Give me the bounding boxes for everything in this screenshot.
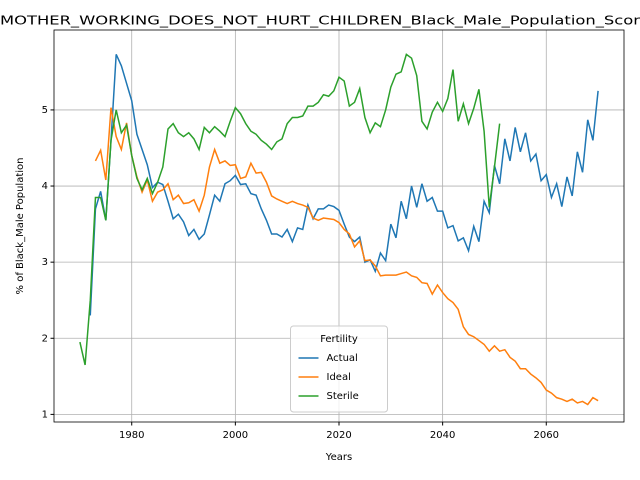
y-tick-label: 5 [42,105,48,116]
y-tick-label: 1 [42,409,48,420]
chart-title: MOTHER_WORKING_DOES_NOT_HURT_CHILDREN_Bl… [0,14,640,28]
series-line [79,53,501,366]
series-line [94,107,599,406]
legend-label: Actual [327,353,358,364]
y-tick-label: 4 [42,181,48,192]
x-tick-label: 2000 [223,430,248,441]
legend-title: Fertility [320,334,358,345]
x-tick-label: 2060 [534,430,559,441]
x-tick-label: 1980 [119,430,144,441]
legend-label: Sterile [327,391,359,402]
x-axis-label: Years [325,452,352,463]
legend: Fertility Actual Ideal Sterile [290,325,388,413]
series-line [89,54,599,316]
legend-box [290,325,388,413]
x-tick-label: 2040 [430,430,455,441]
y-axis-label: % of Black_Male Population [15,158,26,295]
y-tick-label: 3 [42,257,48,268]
plot-frame [53,29,625,423]
y-tick-label: 2 [42,333,48,344]
legend-label: Ideal [327,372,351,383]
x-tick-label: 2020 [326,430,351,441]
